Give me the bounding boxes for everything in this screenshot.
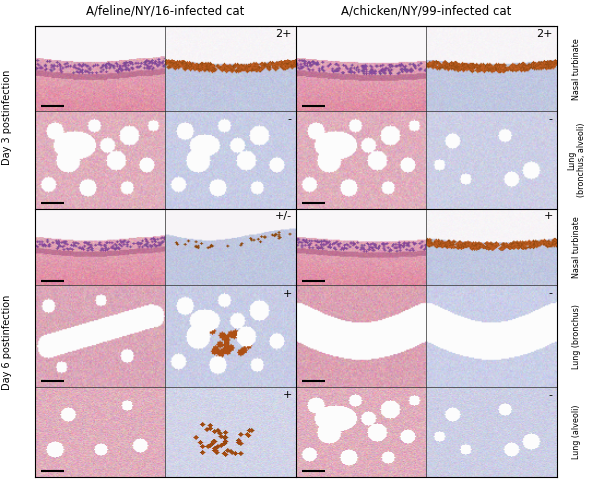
Text: +: + [283, 390, 292, 400]
Text: -: - [288, 114, 292, 124]
Text: +: + [283, 288, 292, 298]
Text: -: - [549, 390, 553, 400]
Text: Day 6 postinfection: Day 6 postinfection [2, 295, 12, 390]
Text: Lung
(bronchus, alveoli): Lung (bronchus, alveoli) [567, 123, 586, 197]
Text: Nasal turbinate: Nasal turbinate [572, 38, 581, 100]
Text: A/chicken/NY/99-infected cat: A/chicken/NY/99-infected cat [341, 5, 511, 18]
Text: Lung (alveoli): Lung (alveoli) [572, 405, 581, 459]
Text: -: - [549, 114, 553, 124]
Text: +: + [544, 211, 553, 221]
Text: +/-: +/- [275, 211, 292, 221]
Text: -: - [549, 288, 553, 298]
Text: 2+: 2+ [536, 29, 553, 39]
Text: Nasal turbinate: Nasal turbinate [572, 217, 581, 278]
Text: 2+: 2+ [275, 29, 292, 39]
Text: Lung (bronchus): Lung (bronchus) [572, 304, 581, 369]
Text: Day 3 postinfection: Day 3 postinfection [2, 70, 12, 165]
Text: A/feline/NY/16-infected cat: A/feline/NY/16-infected cat [86, 5, 244, 18]
